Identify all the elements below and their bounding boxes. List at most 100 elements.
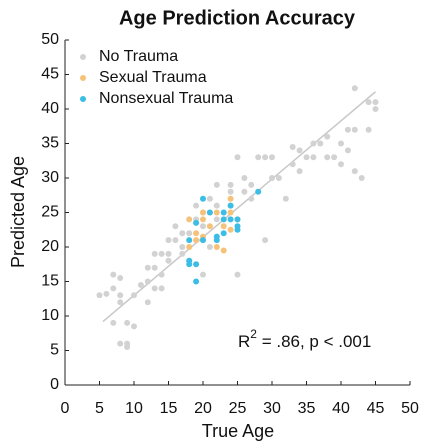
scatter-point	[213, 244, 220, 250]
scatter-point	[220, 216, 227, 223]
scatter-point	[372, 106, 379, 112]
scatter-point	[220, 209, 227, 216]
scatter-point	[262, 154, 269, 161]
scatter-point	[227, 188, 234, 195]
scatter-point	[186, 244, 193, 250]
y-tick-label: 25	[41, 204, 59, 221]
annotation-superscript: 2	[250, 327, 257, 341]
scatter-point	[317, 140, 324, 147]
scatter-point	[131, 323, 137, 330]
scatter-point	[193, 261, 200, 268]
scatter-point	[351, 168, 358, 175]
chart-title: Age Prediction Accuracy	[119, 7, 356, 29]
scatter-point	[151, 264, 158, 271]
x-tick-label: 0	[61, 400, 70, 417]
x-tick-label: 30	[263, 400, 281, 417]
scatter-point	[248, 181, 255, 188]
scatter-point	[193, 202, 200, 209]
scatter-point	[200, 209, 206, 216]
scatter-point	[282, 195, 289, 202]
y-axis-label: Predicted Age	[8, 156, 28, 268]
scatter-point	[234, 154, 241, 161]
legend-marker	[80, 54, 86, 60]
scatter-point	[234, 216, 241, 223]
y-tick-label: 10	[41, 307, 59, 324]
scatter-point	[344, 147, 351, 154]
scatter-point	[179, 250, 186, 257]
x-tick-label: 45	[367, 400, 385, 417]
scatter-point	[227, 209, 234, 216]
scatter-point	[262, 237, 269, 244]
scatter-point	[338, 140, 344, 147]
scatter-point	[103, 290, 110, 297]
scatter-point	[296, 147, 303, 154]
scatter-point	[289, 161, 296, 168]
scatter-point	[131, 292, 137, 299]
legend-label: Sexual Trauma	[99, 69, 207, 86]
scatter-point	[351, 126, 358, 133]
scatter-point	[200, 223, 206, 230]
scatter-point	[227, 181, 234, 188]
scatter-point	[269, 154, 275, 161]
scatter-point	[206, 223, 213, 230]
scatter-point	[310, 154, 317, 161]
scatter-point	[220, 230, 227, 237]
y-tick-label: 30	[41, 169, 59, 186]
scatter-point	[151, 250, 158, 257]
x-tick-label: 10	[125, 400, 143, 417]
scatter-point	[241, 175, 248, 181]
y-tick-label: 5	[50, 342, 59, 359]
scatter-point	[206, 195, 213, 202]
scatter-point	[172, 237, 179, 244]
scatter-point	[117, 292, 124, 299]
scatter-point	[165, 237, 172, 244]
scatter-point	[144, 278, 151, 285]
legend-marker	[80, 75, 86, 81]
fit-line	[102, 91, 376, 323]
scatter-point	[144, 299, 151, 306]
scatter-point	[124, 319, 131, 326]
scatter-point	[351, 85, 358, 92]
scatter-point	[227, 216, 234, 223]
scatter-point	[338, 161, 344, 168]
scatter-point	[269, 175, 275, 181]
scatter-point	[365, 99, 372, 106]
scatter-point	[144, 264, 151, 271]
scatter-point	[151, 285, 158, 292]
x-axis-label: True Age	[202, 421, 274, 441]
x-tick-label: 40	[332, 400, 350, 417]
scatter-point	[241, 188, 248, 195]
scatter-point	[137, 281, 144, 288]
scatter-point	[110, 285, 117, 292]
scatter-point	[213, 237, 220, 244]
x-tick-label: 15	[160, 400, 178, 417]
scatter-point	[248, 195, 255, 202]
scatter-point	[117, 340, 124, 347]
x-tick-label: 50	[401, 400, 419, 417]
scatter-point	[289, 143, 296, 150]
scatter-point	[179, 244, 186, 250]
scatter-point	[234, 226, 241, 233]
y-tick-label: 20	[41, 238, 59, 255]
scatter-point	[200, 237, 206, 244]
scatter-point	[303, 154, 310, 161]
scatter-point	[358, 175, 365, 181]
scatter-point	[213, 216, 220, 223]
scatter-point	[200, 195, 206, 202]
scatter-point	[213, 181, 220, 188]
y-tick-label: 15	[41, 273, 59, 290]
scatter-point	[213, 209, 220, 216]
scatter-point	[206, 209, 213, 216]
scatter-point	[165, 257, 172, 264]
y-tick-label: 45	[41, 66, 59, 83]
scatter-point	[220, 247, 227, 254]
y-tick-label: 40	[41, 100, 59, 117]
scatter-point	[324, 133, 331, 140]
scatter-point	[172, 223, 179, 230]
scatter-point	[158, 285, 165, 292]
scatter-point	[227, 202, 234, 209]
scatter-point	[275, 175, 282, 181]
scatter-point	[372, 99, 379, 106]
scatter-point	[213, 202, 220, 209]
